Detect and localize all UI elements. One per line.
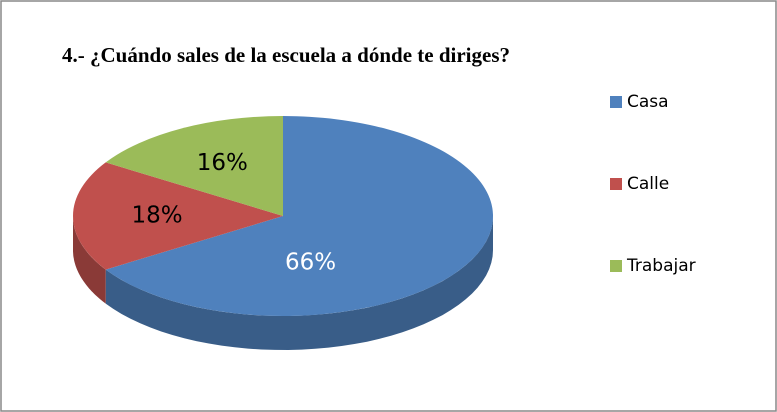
pie-slice xyxy=(105,115,284,216)
pie-slice xyxy=(73,162,284,270)
pie-slice xyxy=(105,116,493,316)
data-label: 16% xyxy=(197,150,248,176)
data-label: 66% xyxy=(285,250,336,276)
legend-swatch xyxy=(610,96,622,108)
legend-label: Casa xyxy=(627,92,669,112)
data-label: 18% xyxy=(131,203,182,229)
pie-side xyxy=(73,216,106,304)
legend-swatch xyxy=(610,178,622,190)
pie-side xyxy=(105,216,493,350)
legend-label: Trabajar xyxy=(626,256,696,276)
legend-swatch xyxy=(610,260,622,272)
legend-label: Calle xyxy=(627,174,669,194)
chart-title: 4.- ¿Cuándo sales de la escuela a dónde … xyxy=(62,43,510,67)
